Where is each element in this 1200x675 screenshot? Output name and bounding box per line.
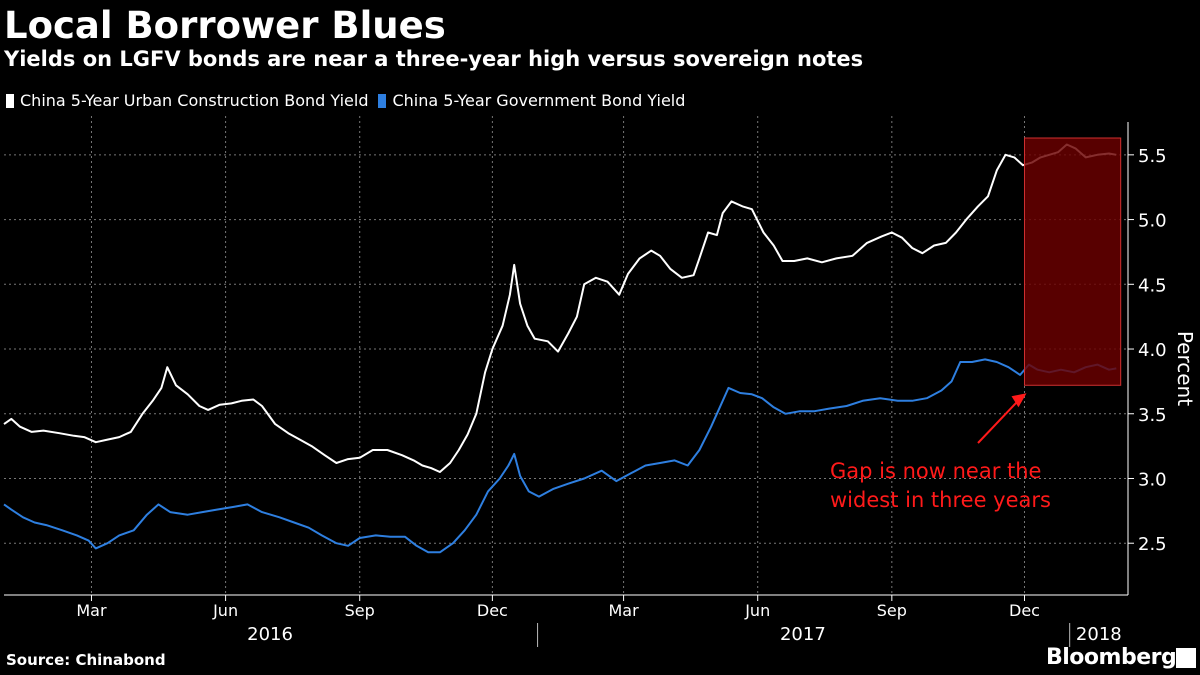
y-tick-label: 2.5 (1138, 534, 1167, 555)
year-label: 2017 (780, 624, 826, 645)
x-tick-label: Jun (212, 601, 238, 620)
y-tick-label: 5.0 (1138, 211, 1167, 232)
x-tick-label: Mar (76, 601, 107, 620)
y-tick-label: 4.5 (1138, 275, 1167, 296)
bloomberg-terminal-icon (1176, 648, 1196, 668)
y-tick-label: 5.5 (1138, 146, 1167, 167)
x-tick-label: Dec (1009, 601, 1040, 620)
y-tick-label: 3.5 (1138, 405, 1167, 426)
legend-label-government: China 5-Year Government Bond Yield (392, 91, 686, 110)
x-tick-label: Sep (877, 601, 907, 620)
y-tick-label: 3.0 (1138, 469, 1167, 490)
legend-swatch-government (378, 93, 387, 108)
y-tick-label: 4.0 (1138, 340, 1167, 361)
year-label: 2018 (1076, 624, 1122, 645)
annotation-arrowhead (1011, 393, 1027, 408)
series-line-urban (3, 143, 1117, 473)
legend-item-government: China 5-Year Government Bond Yield (378, 91, 685, 110)
chart-title: Local Borrower Blues (4, 4, 446, 47)
legend-label-urban: China 5-Year Urban Construction Bond Yie… (20, 91, 369, 110)
x-tick-label: Sep (345, 601, 375, 620)
annotation-text-line: widest in three years (830, 488, 1051, 512)
annotation: Gap is now near the widest in three years (830, 137, 1122, 512)
year-label: 2016 (247, 624, 293, 645)
x-tick-label: Dec (477, 601, 508, 620)
x-tick-label: Mar (608, 601, 639, 620)
axes: 2.5 3.0 3.5 4.0 4.5 5.0 5.5 Mar Jun Sep Dec Mar Jun S… (4, 122, 1197, 647)
grid (4, 116, 1128, 595)
source-note: Source: Chinabond (6, 651, 166, 669)
annotation-arrow-line (977, 397, 1022, 444)
legend: China 5-Year Urban Construction Bond Yie… (6, 91, 695, 110)
series-line-government (3, 358, 1117, 554)
highlight-box (1023, 137, 1122, 386)
annotation-text-line: Gap is now near the (830, 459, 1041, 483)
y-axis-label: Percent (1173, 331, 1197, 406)
legend-item-urban: China 5-Year Urban Construction Bond Yie… (6, 91, 368, 110)
chart-subtitle: Yields on LGFV bonds are near a three-ye… (4, 47, 864, 71)
legend-swatch-urban (6, 93, 14, 108)
series-lines (3, 143, 1117, 554)
x-tick-label: Jun (744, 601, 770, 620)
brand-logo: Bloomberg (1046, 645, 1177, 670)
